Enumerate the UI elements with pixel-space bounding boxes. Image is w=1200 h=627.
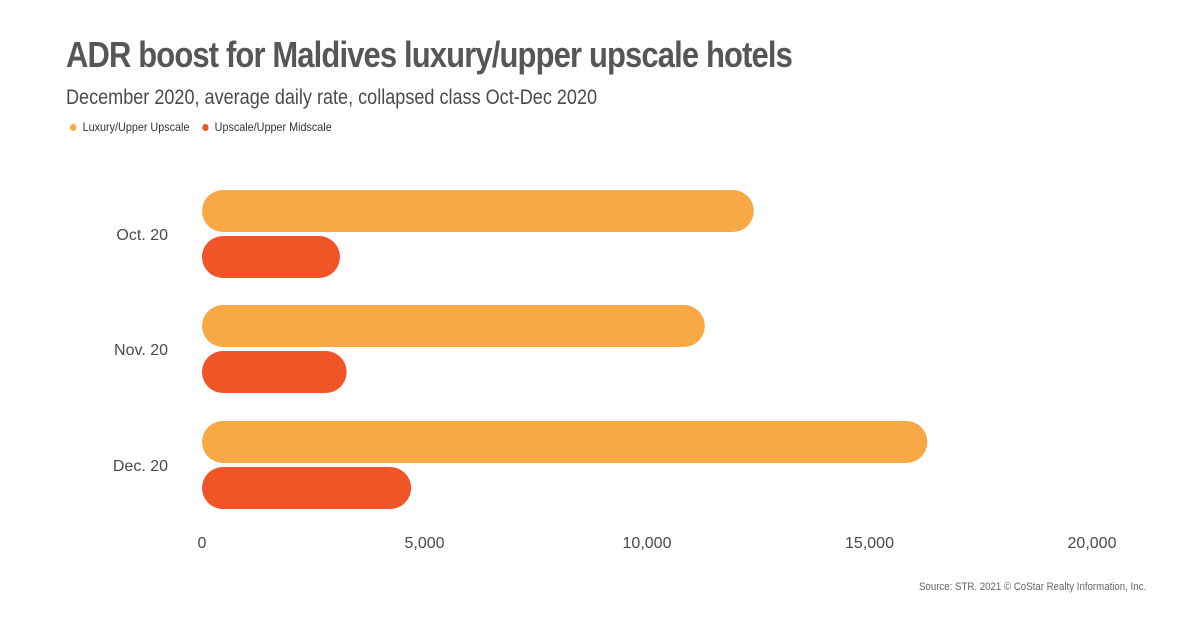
category-label: Oct. 20 (116, 227, 168, 244)
bar-luxury-oct20 (202, 190, 754, 232)
x-tick-label: 20,000 (1068, 535, 1117, 552)
legend-label-upscale: Upscale/Upper Midscale (214, 120, 332, 134)
x-tick-label: 15,000 (845, 535, 894, 552)
category-label: Dec. 20 (113, 458, 168, 475)
chart-title: ADR boost for Maldives luxury/upper upsc… (66, 34, 793, 75)
bar-upscale-oct20 (202, 236, 340, 278)
x-tick-label: 0 (198, 535, 207, 552)
legend-dot-upscale (202, 123, 209, 131)
category-label: Nov. 20 (114, 342, 168, 359)
legend-item-upscale: Upscale/Upper Midscale (202, 120, 332, 134)
bar-luxury-dec20 (202, 421, 928, 463)
bar-upscale-dec20 (202, 467, 412, 509)
legend-dot-luxury (70, 123, 77, 131)
bar-upscale-nov20 (202, 351, 347, 393)
legend-item-luxury: Luxury/Upper Upscale (70, 120, 189, 134)
x-tick-label: 5,000 (404, 535, 444, 552)
legend-label-luxury: Luxury/Upper Upscale (82, 120, 190, 134)
chart-legend: Luxury/Upper Upscale Upscale/Upper Midsc… (70, 120, 344, 134)
source-note: Source: STR. 2021 © CoStar Realty Inform… (918, 581, 1146, 593)
bar-luxury-nov20 (202, 305, 705, 347)
x-tick-label: 10,000 (623, 535, 672, 552)
chart-subtitle: December 2020, average daily rate, colla… (66, 86, 598, 109)
